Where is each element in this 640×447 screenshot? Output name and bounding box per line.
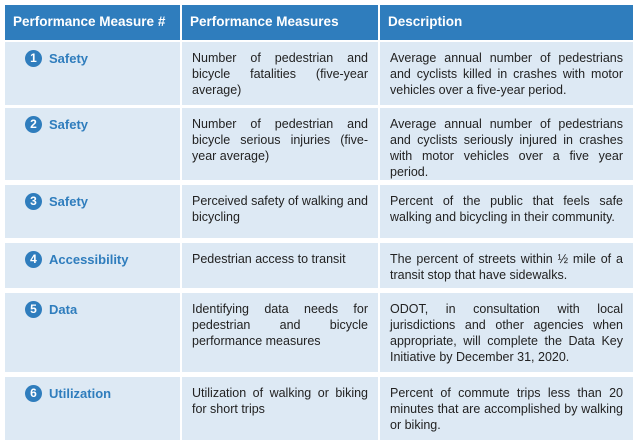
number-badge: 2: [25, 116, 42, 133]
measure-label: Accessibility: [49, 252, 129, 267]
description-cell: Percent of commute trips less than 20 mi…: [380, 377, 633, 440]
measure-number-cell: 2 Safety: [5, 108, 180, 180]
description-cell: ODOT, in consultation with local jurisdi…: [380, 293, 633, 372]
measure-label: Data: [49, 302, 78, 317]
measure-label: Safety: [49, 117, 89, 132]
measure-cell: Identifying data needs for pedestrian an…: [182, 293, 378, 372]
measure-cell: Utilization of walking or biking for sho…: [182, 377, 378, 440]
measure-number-cell: 1 Safety: [5, 42, 180, 105]
measure-label: Safety: [49, 51, 89, 66]
header-cell: Performance Measure #: [5, 5, 180, 40]
measure-cell: Number of pedestrian and bicycle serious…: [182, 108, 378, 180]
number-badge: 4: [25, 251, 42, 268]
measure-label: Safety: [49, 194, 89, 209]
description-cell: Percent of the public that feels safe wa…: [380, 185, 633, 238]
description-cell: Average annual number of pedestrians and…: [380, 42, 633, 105]
description-cell: Average annual number of pedestrians and…: [380, 108, 633, 180]
number-badge: 1: [25, 50, 42, 67]
header-cell: Performance Measures: [182, 5, 378, 40]
measure-number-cell: 4 Accessibility: [5, 243, 180, 288]
header-cell: Description: [380, 5, 633, 40]
measure-cell: Pedestrian access to transit: [182, 243, 378, 288]
measure-number-cell: 5 Data: [5, 293, 180, 372]
measure-number-cell: 6 Utilization: [5, 377, 180, 440]
measure-cell: Perceived safety of walking and bicyclin…: [182, 185, 378, 238]
measure-number-cell: 3 Safety: [5, 185, 180, 238]
number-badge: 5: [25, 301, 42, 318]
measure-cell: Number of pedestrian and bicycle fatalit…: [182, 42, 378, 105]
number-badge: 3: [25, 193, 42, 210]
description-cell: The percent of streets within ½ mile of …: [380, 243, 633, 288]
number-badge: 6: [25, 385, 42, 402]
measure-label: Utilization: [49, 386, 112, 401]
